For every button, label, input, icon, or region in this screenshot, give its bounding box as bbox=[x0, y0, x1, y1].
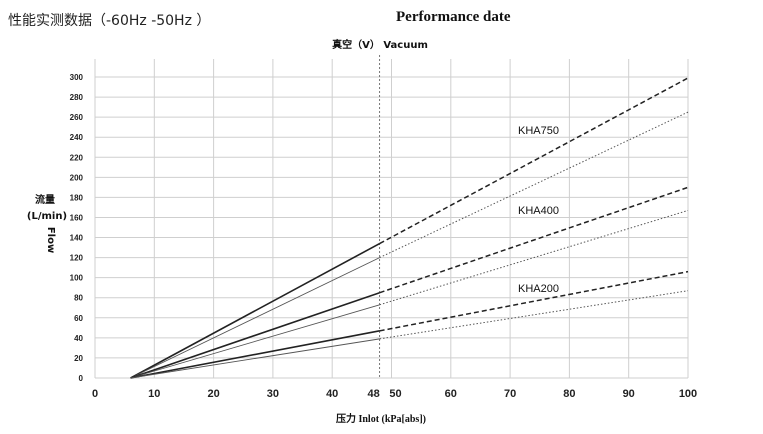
series-line-thin bbox=[130, 257, 380, 379]
top-axis-label: 真空（V） Vacuum bbox=[332, 38, 428, 51]
grid bbox=[94, 59, 689, 379]
x-tick-label: 20 bbox=[207, 388, 219, 400]
series-label: KHA750 bbox=[518, 125, 559, 137]
series-label: KHA400 bbox=[518, 205, 559, 217]
y-tick-label: 160 bbox=[70, 213, 84, 222]
y-tick-label: 40 bbox=[74, 334, 83, 343]
x-tick-label: 10 bbox=[148, 388, 160, 400]
series-line-solid bbox=[130, 291, 380, 379]
y-tick-labels: 0 20 40 60 80 100 120 140 160 180 200 220 240 260 280 3… bbox=[70, 73, 84, 383]
x-tick-label: 60 bbox=[445, 388, 457, 400]
y-tick-label: 120 bbox=[70, 254, 84, 263]
y-tick-label: 240 bbox=[70, 133, 84, 142]
y-tick-label: 200 bbox=[70, 173, 84, 182]
y-tick-label: 80 bbox=[74, 294, 83, 303]
x-axis-label: 压力 Inlot (kPa[abs]) bbox=[336, 412, 426, 425]
x-tick-label: 48 bbox=[368, 388, 380, 400]
y-tick-label: 140 bbox=[70, 234, 84, 243]
y-tick-label: 0 bbox=[79, 374, 84, 383]
x-tick-label: 30 bbox=[267, 388, 279, 400]
x-tick-label: 40 bbox=[326, 388, 338, 400]
y-tick-label: 180 bbox=[70, 193, 84, 202]
y-tick-label: 20 bbox=[74, 354, 83, 363]
series-line-thin bbox=[130, 338, 380, 379]
y-tick-label: 220 bbox=[70, 153, 84, 162]
series-line-solid bbox=[130, 330, 380, 379]
x-tick-label: 80 bbox=[563, 388, 575, 400]
y-tick-label: 60 bbox=[74, 314, 83, 323]
y-tick-label: 280 bbox=[70, 93, 84, 102]
y-axis-label-cn: 流量 bbox=[35, 193, 55, 206]
series-line-dashed bbox=[379, 186, 689, 294]
x-tick-label: 100 bbox=[679, 388, 697, 400]
y-axis-label-en: Flow bbox=[45, 227, 56, 253]
series-labels: KHA750 KHA400 KHA200 bbox=[518, 125, 559, 295]
series-line-dashed bbox=[379, 270, 689, 332]
series-line-dotted bbox=[379, 111, 689, 259]
chart-title-en: Performance date bbox=[396, 9, 511, 25]
x-tick-label: 50 bbox=[389, 388, 401, 400]
x-tick-label: 70 bbox=[504, 388, 516, 400]
series-line-dotted bbox=[379, 290, 689, 340]
series-line-thin bbox=[130, 304, 380, 379]
series-label: KHA200 bbox=[518, 283, 559, 295]
x-tick-label: 0 bbox=[92, 388, 98, 400]
y-tick-label: 260 bbox=[70, 113, 84, 122]
y-tick-label: 300 bbox=[70, 73, 84, 82]
series-lines bbox=[130, 77, 689, 379]
chart-title-cn: 性能实测数据（-60Hz -50Hz ） bbox=[8, 13, 211, 29]
y-tick-label: 100 bbox=[70, 274, 84, 283]
x-tick-label: 90 bbox=[623, 388, 635, 400]
series-line-dashed bbox=[379, 77, 689, 245]
y-axis-label-unit: (L/min) bbox=[27, 211, 67, 222]
series-line-solid bbox=[130, 242, 381, 379]
series-line-dotted bbox=[379, 209, 689, 306]
x-tick-labels: 0 10 20 30 40 48 50 60 70 80 90 100 bbox=[92, 388, 697, 400]
